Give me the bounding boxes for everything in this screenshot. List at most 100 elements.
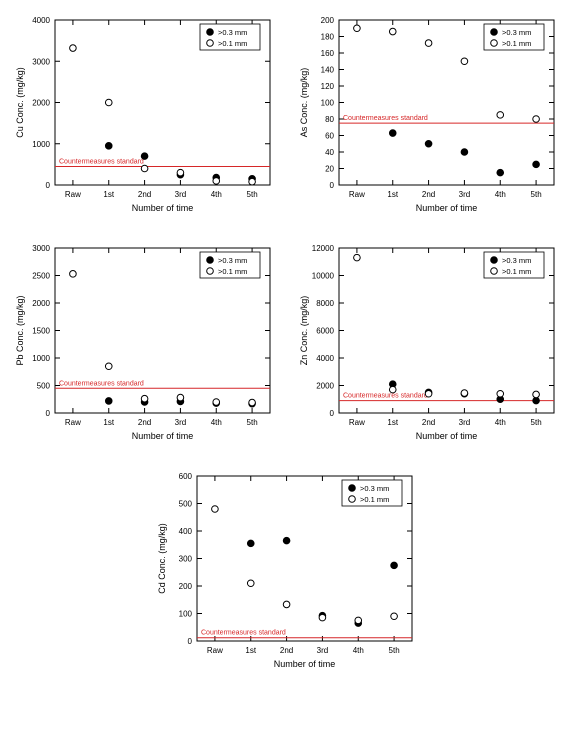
point-01mm — [533, 391, 540, 398]
svg-text:1st: 1st — [103, 418, 114, 427]
svg-text:4th: 4th — [495, 190, 506, 199]
point-03mm — [247, 540, 254, 547]
svg-text:180: 180 — [321, 33, 335, 42]
point-01mm — [177, 169, 184, 176]
y-axis-label: Cu Conc. (mg/kg) — [15, 67, 25, 138]
chart-as: 020406080100120140160180200Raw1st2nd3rd4… — [294, 10, 566, 220]
point-01mm — [319, 614, 326, 621]
svg-text:Raw: Raw — [206, 646, 222, 655]
svg-text:2000: 2000 — [32, 299, 50, 308]
point-03mm — [425, 140, 432, 147]
point-01mm — [213, 178, 220, 185]
svg-text:2000: 2000 — [316, 382, 334, 391]
svg-text:1st: 1st — [245, 646, 256, 655]
y-axis-label: Pb Conc. (mg/kg) — [15, 295, 25, 365]
svg-text:>0.3 mm: >0.3 mm — [502, 28, 531, 37]
svg-text:>0.1 mm: >0.1 mm — [502, 39, 531, 48]
svg-text:Raw: Raw — [349, 190, 365, 199]
svg-text:4th: 4th — [211, 190, 222, 199]
svg-text:2nd: 2nd — [422, 190, 435, 199]
svg-text:500: 500 — [37, 382, 51, 391]
point-01mm — [283, 601, 290, 608]
svg-text:10000: 10000 — [312, 272, 335, 281]
point-01mm — [249, 399, 256, 406]
svg-text:4000: 4000 — [32, 16, 50, 25]
point-01mm — [247, 580, 254, 587]
chart-wrapper-cu: 01000200030004000Raw1st2nd3rd4th5thCount… — [10, 10, 282, 220]
x-axis-label: Number of time — [132, 203, 194, 213]
x-axis-label: Number of time — [416, 203, 478, 213]
countermeasure-label: Countermeasures standard — [59, 380, 144, 387]
svg-text:600: 600 — [178, 472, 192, 481]
svg-text:>0.3 mm: >0.3 mm — [218, 256, 247, 265]
svg-text:3000: 3000 — [32, 57, 50, 66]
point-01mm — [390, 613, 397, 620]
countermeasure-label: Countermeasures standard — [201, 630, 286, 637]
svg-text:40: 40 — [325, 148, 334, 157]
point-03mm — [105, 143, 112, 150]
svg-text:3rd: 3rd — [459, 418, 471, 427]
point-01mm — [461, 390, 468, 397]
svg-text:Raw: Raw — [349, 418, 365, 427]
chart-cd: 0100200300400500600Raw1st2nd3rd4th5thCou… — [152, 466, 424, 676]
svg-text:5th: 5th — [531, 418, 542, 427]
x-axis-label: Number of time — [132, 431, 194, 441]
svg-text:400: 400 — [178, 527, 192, 536]
point-01mm — [70, 271, 77, 278]
svg-text:5th: 5th — [247, 190, 258, 199]
point-01mm — [177, 394, 184, 401]
point-01mm — [533, 116, 540, 123]
chart-wrapper-zn: 020004000600080001000012000Raw1st2nd3rd4… — [294, 238, 566, 448]
y-axis-label: Zn Conc. (mg/kg) — [299, 296, 309, 366]
point-03mm — [461, 149, 468, 156]
svg-text:60: 60 — [325, 132, 334, 141]
svg-text:200: 200 — [178, 582, 192, 591]
svg-text:3rd: 3rd — [316, 646, 328, 655]
chart-cu: 01000200030004000Raw1st2nd3rd4th5thCount… — [10, 10, 282, 220]
svg-text:120: 120 — [321, 82, 335, 91]
svg-text:1st: 1st — [387, 418, 398, 427]
svg-text:4000: 4000 — [316, 354, 334, 363]
svg-text:4th: 4th — [495, 418, 506, 427]
svg-text:>0.1 mm: >0.1 mm — [218, 39, 247, 48]
svg-text:100: 100 — [321, 99, 335, 108]
chart-wrapper-as: 020406080100120140160180200Raw1st2nd3rd4… — [294, 10, 566, 220]
svg-text:2nd: 2nd — [279, 646, 292, 655]
svg-text:3rd: 3rd — [175, 418, 187, 427]
point-01mm — [425, 40, 432, 47]
countermeasure-label: Countermeasures standard — [59, 158, 144, 165]
point-03mm — [533, 161, 540, 168]
svg-text:300: 300 — [178, 555, 192, 564]
point-01mm — [141, 165, 148, 172]
point-01mm — [249, 178, 256, 185]
svg-text:1st: 1st — [387, 190, 398, 199]
svg-text:0: 0 — [46, 409, 51, 418]
svg-text:1st: 1st — [103, 190, 114, 199]
point-03mm — [141, 153, 148, 160]
svg-text:>0.1 mm: >0.1 mm — [360, 495, 389, 504]
chart-wrapper-cd: 0100200300400500600Raw1st2nd3rd4th5thCou… — [152, 466, 424, 676]
svg-text:4th: 4th — [352, 646, 363, 655]
point-01mm — [461, 58, 468, 65]
chart-zn: 020004000600080001000012000Raw1st2nd3rd4… — [294, 238, 566, 448]
point-01mm — [497, 112, 504, 119]
svg-text:2nd: 2nd — [138, 418, 151, 427]
point-01mm — [425, 390, 432, 397]
svg-text:2500: 2500 — [32, 272, 50, 281]
point-03mm — [390, 562, 397, 569]
point-01mm — [354, 617, 361, 624]
svg-text:3rd: 3rd — [175, 190, 187, 199]
chart-pb: 050010001500200025003000Raw1st2nd3rd4th5… — [10, 238, 282, 448]
svg-text:80: 80 — [325, 115, 334, 124]
point-03mm — [283, 537, 290, 544]
point-01mm — [354, 25, 361, 32]
x-axis-label: Number of time — [273, 659, 335, 669]
svg-text:12000: 12000 — [312, 244, 335, 253]
point-01mm — [105, 363, 112, 370]
point-01mm — [211, 506, 218, 513]
svg-text:1000: 1000 — [32, 140, 50, 149]
svg-text:>0.3 mm: >0.3 mm — [218, 28, 247, 37]
svg-text:Raw: Raw — [65, 418, 81, 427]
countermeasure-label: Countermeasures standard — [343, 393, 428, 400]
point-03mm — [533, 397, 540, 404]
